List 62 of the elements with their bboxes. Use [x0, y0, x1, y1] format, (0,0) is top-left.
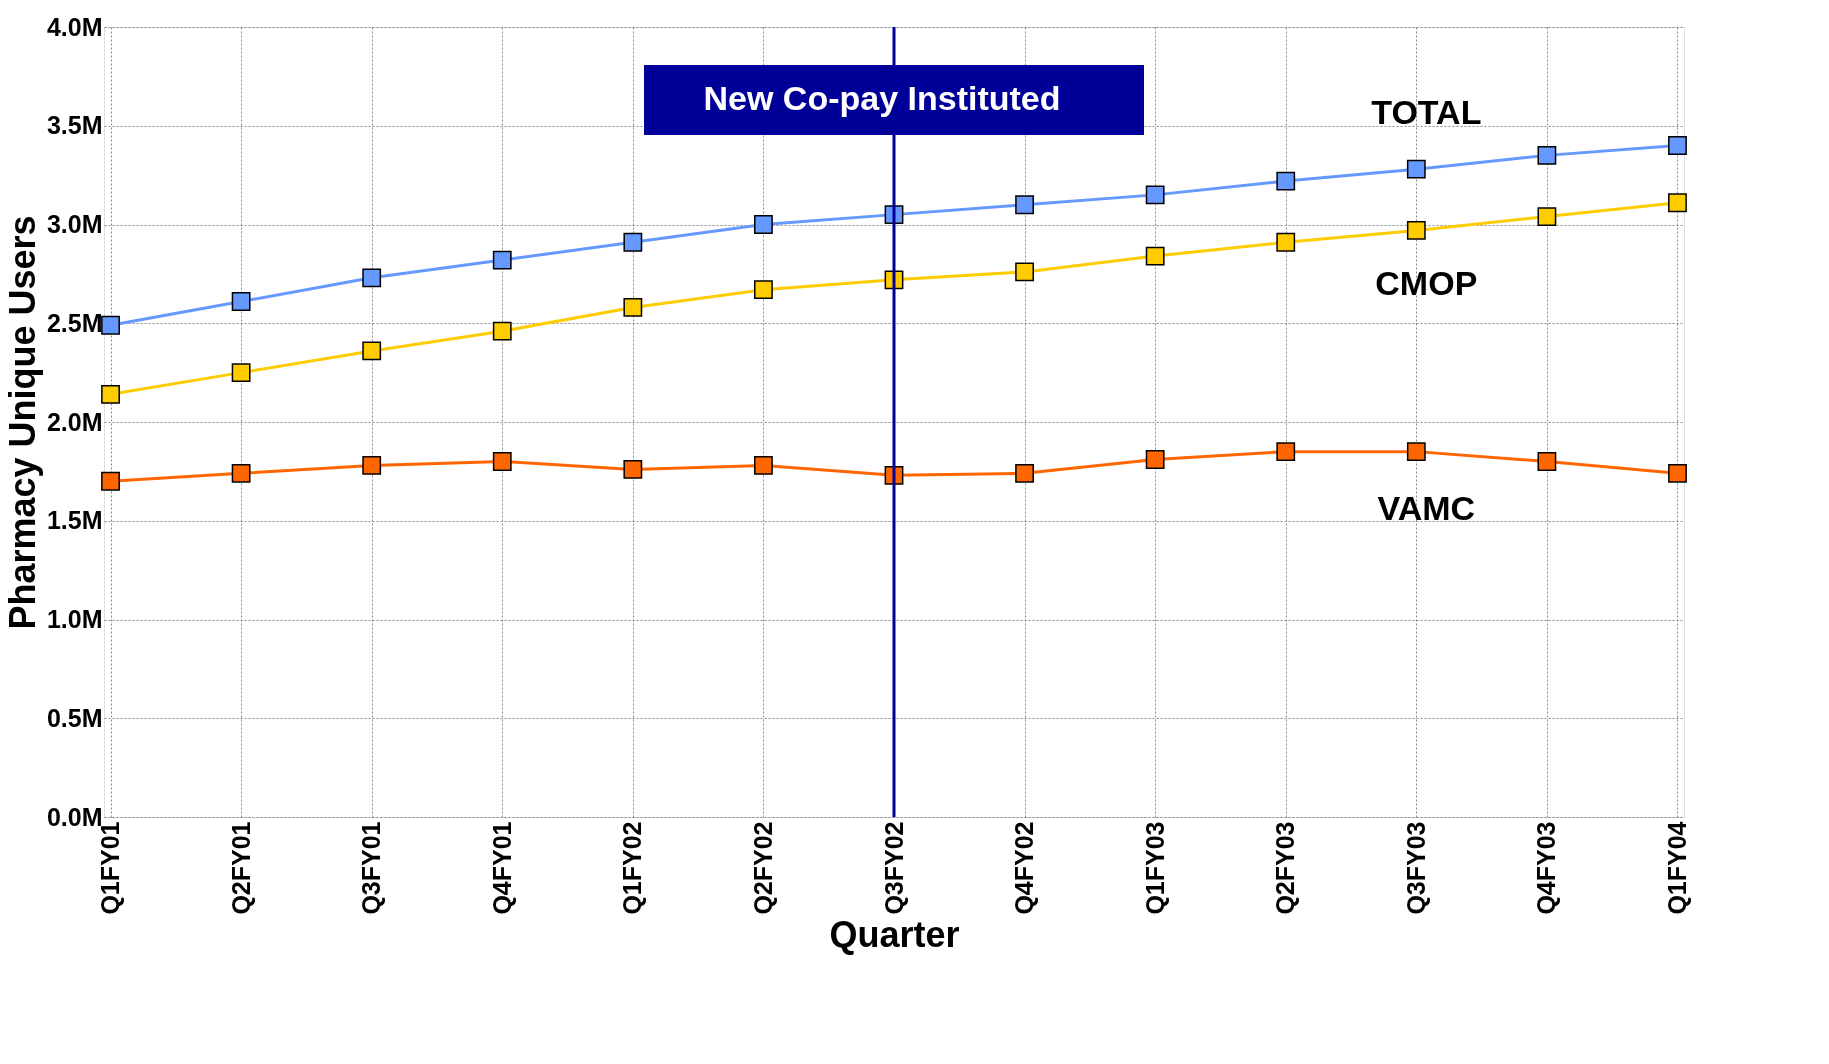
point: [1668, 193, 1687, 213]
y-tick-label: 2.5M: [46, 308, 103, 337]
point: [1145, 246, 1165, 266]
point: [492, 452, 512, 471]
point: [492, 250, 512, 270]
point: [1276, 171, 1296, 191]
point: [1537, 207, 1557, 227]
point: [1406, 159, 1426, 179]
y-tick-label: 1.5M: [46, 506, 103, 535]
series-label: VAMC: [1377, 488, 1476, 527]
point: [1015, 463, 1034, 483]
point: [754, 456, 773, 475]
y-tick-label: 2.0M: [46, 407, 103, 436]
point: [101, 315, 120, 335]
x-tick-label: Q4FY02: [1010, 821, 1039, 915]
x-tick-label: Q1FY04: [1662, 821, 1691, 915]
y-tick-label: 4.0M: [46, 12, 103, 41]
point: [1406, 442, 1426, 462]
x-tick-label: Q4FY01: [487, 821, 516, 915]
point: [231, 463, 251, 483]
point: [1276, 442, 1296, 462]
point: [623, 459, 643, 479]
point: [1015, 195, 1034, 215]
y-tick-label: 1.0M: [46, 605, 103, 633]
point: [1668, 136, 1687, 155]
y-tick-label: 3.0M: [46, 210, 103, 238]
x-tick-label: Q2FY03: [1271, 821, 1300, 915]
point: [101, 471, 120, 491]
y-tick-label: 3.5M: [46, 111, 103, 140]
x-axis-title: Quarter: [829, 913, 960, 955]
x-tick-label: Q2FY01: [226, 821, 255, 915]
point: [1015, 262, 1034, 282]
point: [231, 292, 251, 311]
point: [623, 298, 643, 317]
point: [1145, 185, 1165, 205]
point: [362, 456, 382, 475]
series-label: TOTAL: [1371, 93, 1482, 132]
y-axis-title: Pharmacy Unique Users: [1, 215, 43, 630]
x-tick-label: Q2FY02: [748, 821, 777, 915]
x-tick-label: Q1FY02: [618, 821, 647, 915]
point: [362, 341, 382, 361]
point: [754, 280, 773, 300]
point: [623, 232, 643, 252]
point: [231, 363, 251, 383]
series-label: CMOP: [1375, 264, 1478, 303]
point: [1276, 232, 1296, 252]
x-tick-label: Q3FY03: [1401, 821, 1430, 915]
point: [101, 384, 120, 404]
x-tick-label: Q1FY03: [1140, 821, 1169, 915]
x-tick-label: Q3FY02: [879, 821, 908, 915]
y-tick-label: 0.5M: [46, 703, 103, 732]
point: [492, 321, 512, 341]
x-tick-label: Q4FY03: [1532, 821, 1561, 915]
ref-line-label: New Co-pay Instituted: [703, 79, 1061, 117]
point: [1668, 463, 1687, 483]
x-tick-label: Q3FY01: [357, 821, 386, 915]
point: [754, 215, 773, 234]
point: [1406, 221, 1426, 240]
point: [362, 268, 382, 288]
point: [1537, 145, 1557, 165]
point: [1537, 452, 1557, 471]
point: [1145, 450, 1165, 469]
